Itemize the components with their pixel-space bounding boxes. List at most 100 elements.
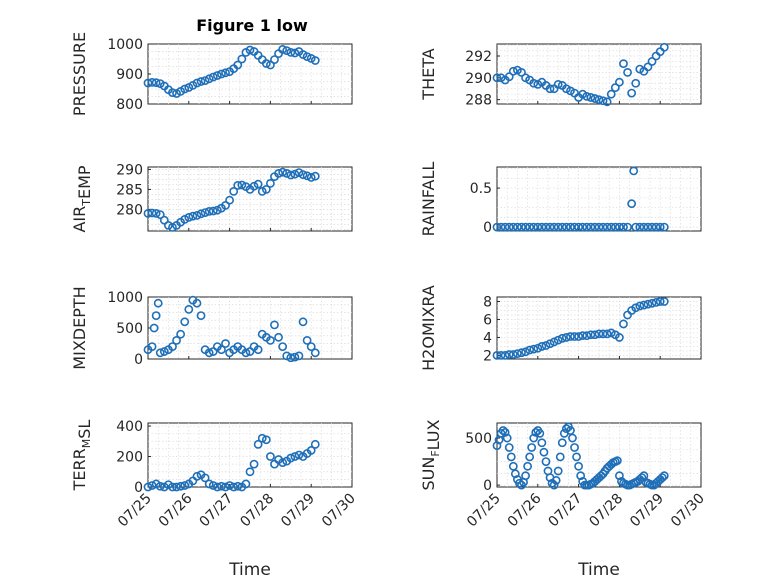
- data-point: [237, 180, 247, 190]
- data-point: [594, 329, 604, 339]
- y-tick-label: 4: [483, 330, 492, 346]
- data-point: [188, 211, 198, 221]
- x-axis-label: Time: [228, 560, 271, 580]
- data-point: [502, 433, 512, 443]
- data-point: [290, 48, 300, 58]
- data-point: [155, 348, 165, 358]
- data-point: [278, 167, 288, 177]
- data-point: [651, 297, 661, 307]
- data-point: [606, 89, 616, 99]
- data-point: [290, 452, 300, 461]
- data-point: [290, 352, 300, 362]
- data-point: [541, 457, 551, 466]
- data-point: [196, 77, 206, 86]
- data-point: [253, 179, 263, 189]
- y-tick-label: 500: [465, 431, 492, 447]
- data-point: [598, 96, 608, 106]
- data-point: [517, 222, 526, 232]
- data-point: [278, 45, 288, 54]
- data-point: [217, 69, 226, 79]
- data-point: [590, 330, 600, 340]
- y-axis-label: THETA: [419, 48, 438, 100]
- data-point: [221, 482, 230, 492]
- data-point: [200, 76, 210, 85]
- data-point: [657, 473, 667, 482]
- data-point: [221, 68, 230, 78]
- data-point: [310, 348, 320, 358]
- y-axis-label: MIXDEPTH: [70, 286, 89, 369]
- data-point: [527, 443, 537, 452]
- data-point: [610, 222, 620, 232]
- data-point: [249, 459, 259, 469]
- data-point: [529, 433, 539, 443]
- data-point: [615, 222, 624, 232]
- data-point: [570, 222, 579, 232]
- data-point: [200, 473, 210, 483]
- data-point: [208, 72, 218, 82]
- data-point: [521, 471, 530, 481]
- data-point: [261, 59, 271, 68]
- data-point: [582, 331, 592, 341]
- data-point: [180, 317, 190, 327]
- data-point: [574, 222, 583, 232]
- data-point: [610, 83, 620, 93]
- data-point: [306, 342, 316, 351]
- y-axis-label: H2OMIXRA: [419, 285, 438, 371]
- y-tick-label: 0: [483, 220, 492, 236]
- data-point: [513, 349, 522, 359]
- data-point: [492, 73, 502, 83]
- data-point: [492, 222, 502, 232]
- y-tick-label: 800: [116, 97, 143, 113]
- data-point: [549, 337, 559, 347]
- data-point: [639, 222, 649, 232]
- data-point: [578, 222, 588, 232]
- data-point: [147, 481, 157, 490]
- data-point: [184, 212, 194, 222]
- data-point: [594, 95, 604, 105]
- data-point: [310, 56, 320, 65]
- data-point: [261, 184, 271, 194]
- data-point: [500, 351, 510, 360]
- data-point: [615, 77, 624, 87]
- data-point: [537, 222, 547, 232]
- data-point: [233, 481, 243, 491]
- data-point: [557, 333, 567, 343]
- data-point: [172, 482, 181, 492]
- data-point: [545, 339, 555, 349]
- data-point: [615, 471, 624, 481]
- data-point: [553, 466, 563, 476]
- data-point: [143, 78, 153, 88]
- data-point: [521, 347, 530, 357]
- data-point: [659, 42, 669, 52]
- data-point: [612, 456, 622, 466]
- data-point: [155, 481, 165, 491]
- data-point: [529, 344, 539, 354]
- data-point: [233, 60, 243, 70]
- data-point: [196, 209, 206, 219]
- data-point: [586, 222, 596, 232]
- data-point: [517, 348, 526, 358]
- data-point: [159, 347, 169, 356]
- data-point: [180, 84, 190, 94]
- data-point: [606, 222, 616, 232]
- data-point: [310, 171, 320, 181]
- data-point: [229, 482, 239, 492]
- data-point: [602, 329, 612, 339]
- data-point: [523, 461, 532, 471]
- data-point: [225, 195, 234, 205]
- data-point: [598, 222, 608, 232]
- data-point: [590, 94, 600, 103]
- data-point: [192, 210, 202, 220]
- y-axis-label: RAINFALL: [419, 162, 438, 237]
- data-point: [606, 328, 616, 338]
- data-point: [651, 222, 661, 232]
- data-point: [635, 222, 645, 232]
- data-point: [545, 222, 555, 232]
- y-tick-label: 292: [465, 49, 492, 65]
- data-point: [147, 208, 157, 218]
- data-point: [582, 222, 592, 232]
- data-point: [294, 450, 304, 460]
- data-point: [302, 171, 312, 181]
- subplot-6: 2 4 6 8 H2OMIXRA: [419, 285, 702, 371]
- data-point: [274, 168, 283, 178]
